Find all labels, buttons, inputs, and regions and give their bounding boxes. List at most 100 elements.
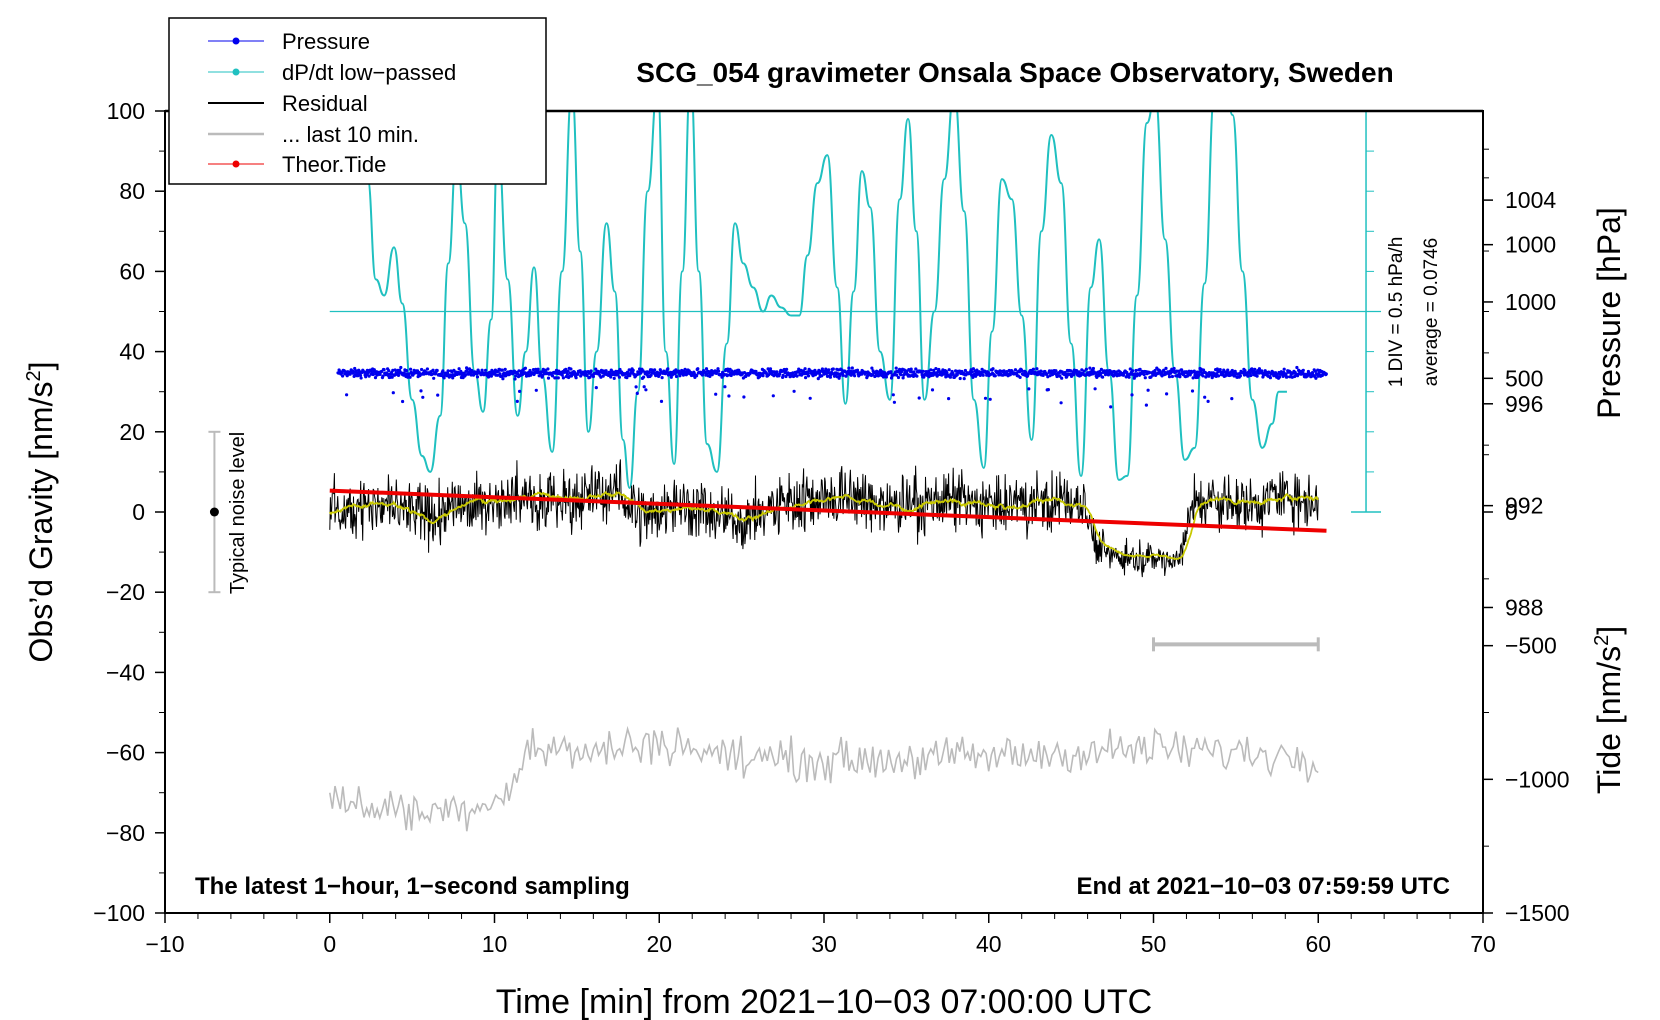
pressure-point — [932, 368, 936, 372]
pressure-point — [405, 369, 409, 373]
pressure-point — [1165, 392, 1169, 396]
pressure-point — [723, 385, 727, 389]
pressure-point — [983, 396, 988, 400]
pressure-point — [1191, 376, 1195, 380]
pressure-point — [475, 375, 480, 379]
residual-series-line — [329, 459, 1319, 578]
pressure-point — [546, 367, 550, 371]
pressure-point — [564, 367, 568, 371]
pressure-point — [1268, 376, 1272, 380]
pressure-point — [669, 370, 673, 374]
pressure-tick-label: 1000 — [1505, 289, 1556, 315]
pressure-point — [742, 395, 746, 399]
pressure-point — [853, 374, 857, 378]
sampling-note: The latest 1−hour, 1−second sampling — [195, 873, 630, 900]
pressure-point — [1253, 367, 1257, 371]
pressure-point — [556, 376, 560, 380]
pressure-point — [892, 400, 897, 404]
pressure-point — [1197, 373, 1201, 377]
pressure-point — [948, 375, 953, 379]
pressure-point — [696, 367, 700, 371]
pressure-point — [1246, 374, 1250, 378]
average-label: average = 0.0746 — [1421, 238, 1442, 386]
pressure-point — [634, 385, 638, 389]
noise-level-label: Typical noise level — [227, 432, 249, 594]
pressure-point — [1144, 403, 1148, 407]
pressure-tick-label: 992 — [1505, 493, 1543, 519]
pressure-point — [991, 367, 995, 371]
pressure-point — [1107, 371, 1111, 376]
pressure-point — [1257, 367, 1261, 371]
pressure-point — [539, 370, 544, 374]
pressure-point — [589, 369, 593, 373]
pressure-point — [1201, 368, 1206, 372]
pressure-point — [401, 399, 405, 404]
pressure-point — [827, 368, 831, 372]
pressure-point — [566, 369, 570, 373]
pressure-point — [930, 388, 935, 392]
pressure-point — [963, 368, 968, 373]
tide-tick-label: 500 — [1505, 365, 1543, 391]
pressure-point — [1314, 376, 1318, 380]
pressure-point — [1238, 374, 1242, 378]
pressure-point — [1324, 372, 1328, 376]
pressure-point — [419, 389, 423, 393]
pressure-point — [1185, 374, 1189, 378]
pressure-point — [617, 375, 622, 379]
pressure-point — [421, 395, 425, 399]
pressure-point — [708, 374, 712, 378]
legend-last10-label: ... last 10 min. — [282, 122, 419, 147]
tide-tick-label: −500 — [1505, 633, 1557, 659]
pressure-point — [898, 367, 902, 371]
pressure-point — [870, 366, 874, 370]
end-time-note: End at 2021−10−03 07:59:59 UTC — [1076, 873, 1450, 900]
chart-title: SCG_054 gravimeter Onsala Space Observat… — [636, 57, 1393, 88]
pressure-point — [1206, 399, 1210, 403]
pressure-point — [604, 369, 608, 373]
pressure-point — [1060, 376, 1064, 380]
pressure-point — [895, 373, 899, 377]
pressure-point — [795, 374, 799, 378]
pressure-point — [442, 376, 446, 380]
pressure-point — [1195, 370, 1199, 374]
pressure-point — [378, 372, 382, 376]
pressure-point — [891, 393, 895, 397]
pressure-point — [409, 367, 413, 371]
y-tick-label: 100 — [107, 98, 145, 124]
pressure-point — [436, 393, 440, 397]
legend: Pressure dP/dt low−passed Residual ... l… — [168, 17, 547, 185]
pressure-point — [659, 399, 664, 403]
x-tick-label: 40 — [976, 931, 1002, 957]
pressure-point — [681, 373, 686, 377]
pressure-point — [382, 368, 386, 372]
pressure-point — [958, 376, 962, 381]
pressure-point — [565, 372, 570, 376]
pressure-point — [441, 369, 445, 373]
pressure-point — [841, 373, 845, 377]
pressure-point — [884, 375, 889, 379]
legend-dpdt-dot — [232, 68, 240, 76]
pressure-point — [1146, 388, 1150, 392]
x-tick-label: 60 — [1305, 931, 1331, 957]
pressure-point — [647, 370, 652, 374]
pressure-point — [761, 374, 765, 378]
y-tick-label: 40 — [119, 339, 145, 365]
pressure-point — [514, 374, 518, 378]
pressure-point — [616, 373, 620, 377]
pressure-point — [1130, 393, 1134, 397]
pressure-point — [1192, 369, 1196, 373]
pressure-point — [1143, 376, 1147, 380]
pressure-point — [513, 377, 517, 381]
pressure-point — [420, 367, 424, 372]
pressure-point — [1249, 373, 1253, 378]
pressure-point — [1128, 367, 1132, 371]
pressure-point — [1091, 366, 1095, 371]
pressure-point — [1134, 368, 1138, 373]
pressure-point — [341, 374, 345, 378]
pressure-point — [638, 367, 642, 371]
pressure-point — [1127, 375, 1131, 379]
pressure-point — [727, 394, 731, 398]
pressure-point — [929, 368, 933, 372]
pressure-point — [352, 369, 356, 374]
pressure-point — [396, 373, 401, 377]
